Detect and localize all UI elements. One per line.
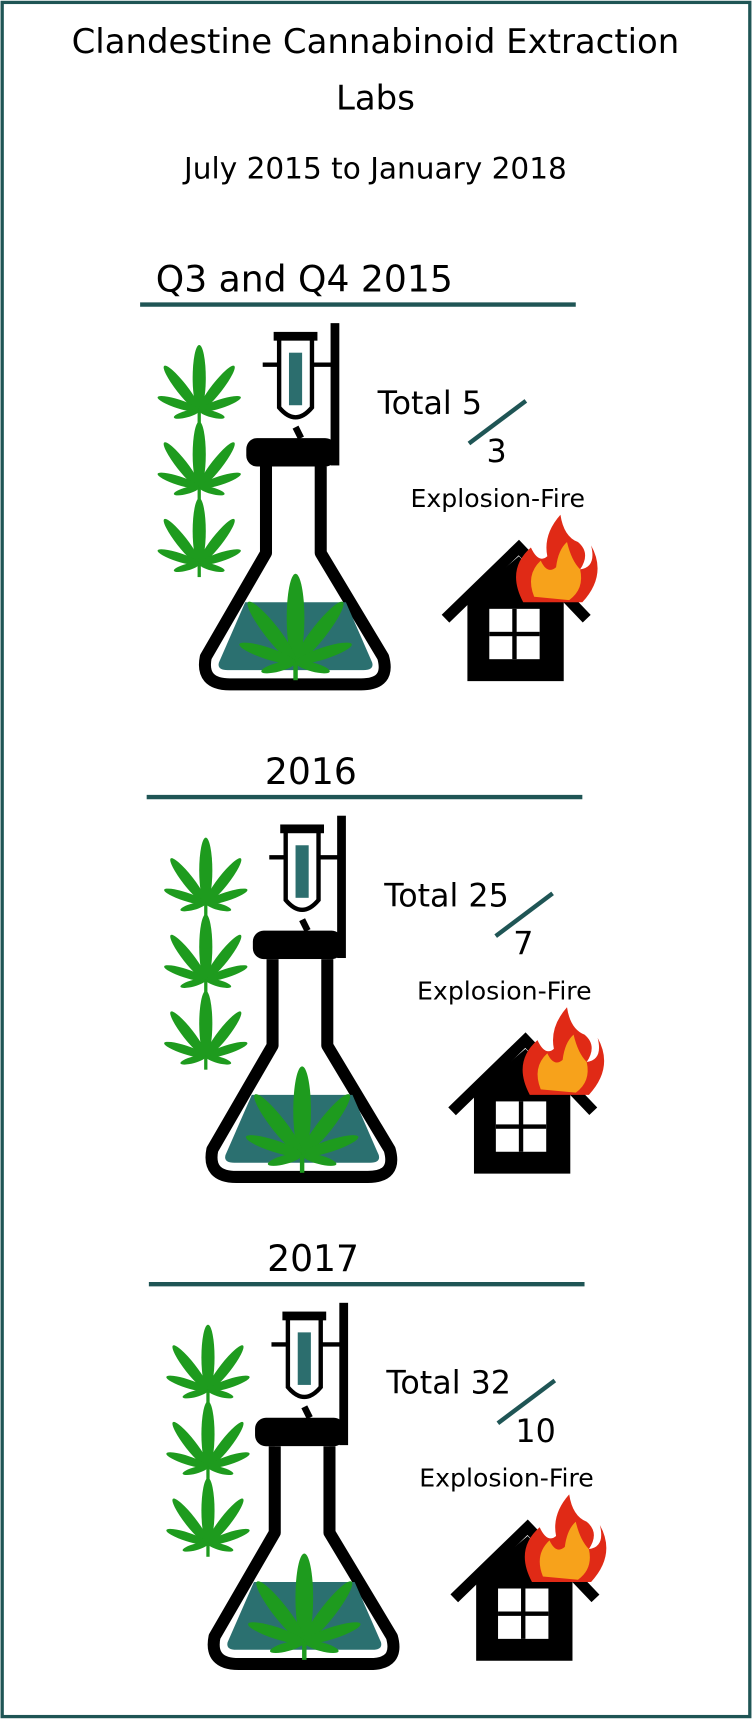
total-value: 25: [468, 879, 508, 915]
total-label: Total: [377, 386, 452, 422]
slash: [467, 399, 528, 446]
title-line-2: Labs: [336, 80, 415, 119]
section-heading: 2016: [265, 750, 357, 793]
explosion-fire-label: Explosion-Fire: [417, 977, 592, 1006]
total: Total 5: [377, 386, 482, 422]
section: 2016 Total 257 Explosion-Fire: [146, 750, 604, 1177]
explosion-fire-value: 3: [486, 434, 506, 470]
total-value: 5: [462, 386, 482, 422]
explosion-fire-value: 7: [513, 927, 533, 963]
total-value: 32: [471, 1366, 511, 1402]
subtitle: July 2015 to January 2018: [182, 152, 567, 186]
explosion-fire-value: 10: [515, 1414, 555, 1450]
total: Total 25: [383, 879, 509, 915]
total-label: Total: [385, 1366, 460, 1402]
explosion-fire-label: Explosion-Fire: [410, 484, 585, 513]
total-label: Total: [383, 879, 458, 915]
section-heading: Q3 and Q4 2015: [156, 257, 453, 300]
title-line-1: Clandestine Cannabinoid Extraction: [72, 23, 680, 62]
slash: [494, 891, 554, 938]
total: Total 32: [385, 1366, 511, 1402]
section: Q3 and Q4 2015 Total 53 Explosion-Fire: [140, 257, 597, 684]
slash: [496, 1378, 557, 1425]
section-heading: 2017: [267, 1237, 359, 1280]
explosion-fire-label: Explosion-Fire: [419, 1464, 594, 1493]
